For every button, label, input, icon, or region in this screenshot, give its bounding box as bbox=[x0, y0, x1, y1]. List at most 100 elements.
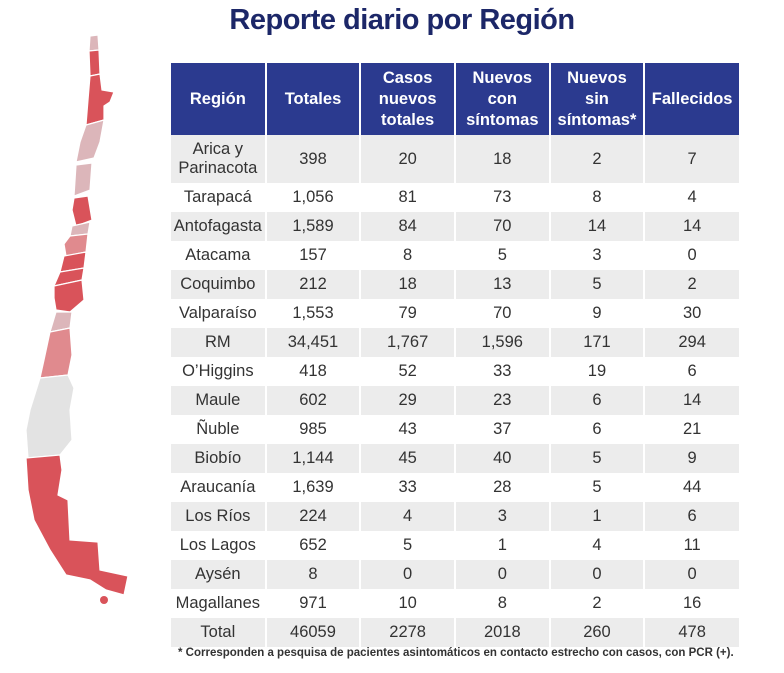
table-header-row: Región Totales Casos nuevos totales Nuevos … bbox=[171, 63, 739, 135]
region-name-cell: Atacama bbox=[185, 246, 251, 264]
value-cell: 224 bbox=[264, 502, 361, 531]
table-row: Tarapacá 1,056 81 73 8 4 bbox=[171, 183, 739, 212]
value-cell: 46059 bbox=[264, 618, 361, 647]
value-cell: 18 bbox=[453, 135, 550, 183]
region-name-cell: Maule bbox=[171, 386, 266, 415]
table-row: RM 34,451 1,767 1,596 171 294 bbox=[171, 328, 739, 357]
region-name-cell: O’Higgins bbox=[182, 362, 254, 380]
value-cell: 294 bbox=[643, 328, 739, 357]
value-cell: 5 bbox=[548, 270, 645, 299]
value-cell: 3 bbox=[453, 502, 550, 531]
region-name-cell: Magallanes bbox=[175, 594, 261, 612]
value-cell: 157 bbox=[264, 241, 361, 270]
value-cell: 0 bbox=[643, 560, 739, 589]
table-row: Magallanes 971 10 8 2 16 bbox=[171, 589, 739, 618]
value-cell: 29 bbox=[359, 386, 455, 415]
region-name-cell: Arica y Parinacota bbox=[171, 135, 266, 183]
value-cell: 9 bbox=[643, 444, 739, 473]
value-cell: 0 bbox=[453, 560, 550, 589]
value-cell: 81 bbox=[359, 183, 455, 212]
value-cell: 13 bbox=[453, 270, 550, 299]
value-cell: 8 bbox=[453, 589, 550, 618]
map-region-biobio bbox=[53, 279, 85, 313]
region-name-cell: Valparaíso bbox=[178, 304, 257, 322]
value-cell: 11 bbox=[643, 531, 739, 560]
value-cell: 212 bbox=[264, 270, 361, 299]
value-cell: 45 bbox=[359, 444, 455, 473]
value-cell: 6 bbox=[643, 357, 739, 386]
column-header: Nuevos con síntomas bbox=[453, 63, 550, 135]
column-header: Totales bbox=[264, 63, 361, 135]
value-cell: 6 bbox=[548, 386, 645, 415]
value-cell: 5 bbox=[359, 531, 455, 560]
map-region-valparaiso bbox=[71, 195, 93, 227]
map-region-coquimbo bbox=[73, 162, 93, 197]
map-region-antofagasta bbox=[85, 73, 115, 126]
value-cell: 1 bbox=[548, 502, 645, 531]
region-name-cell: Los Ríos bbox=[171, 502, 266, 531]
region-name-cell: Ñuble bbox=[196, 420, 240, 438]
region-name-cell: Antofagasta bbox=[171, 212, 266, 241]
value-cell: 28 bbox=[453, 473, 550, 502]
value-cell: 3 bbox=[548, 241, 645, 270]
map-region-aysen bbox=[25, 374, 75, 459]
value-cell: 8 bbox=[359, 241, 455, 270]
value-cell: 14 bbox=[643, 386, 739, 415]
value-cell: 5 bbox=[453, 241, 550, 270]
value-cell: 20 bbox=[359, 135, 455, 183]
value-cell: 1,589 bbox=[264, 212, 361, 241]
value-cell: 0 bbox=[359, 560, 455, 589]
table-row: Coquimbo 212 18 13 5 2 bbox=[171, 270, 739, 299]
value-cell: 37 bbox=[453, 415, 550, 444]
value-cell: 1,767 bbox=[359, 328, 455, 357]
value-cell: 43 bbox=[359, 415, 455, 444]
column-header: Región bbox=[171, 63, 266, 135]
value-cell: 18 bbox=[359, 270, 455, 299]
value-cell: 0 bbox=[643, 241, 739, 270]
value-cell: 1,639 bbox=[264, 473, 361, 502]
table-row: O’Higgins 418 52 33 19 6 bbox=[171, 357, 739, 386]
value-cell: 2 bbox=[548, 135, 645, 183]
value-cell: 73 bbox=[453, 183, 550, 212]
table-row: Maule 602 29 23 6 14 bbox=[171, 386, 739, 415]
value-cell: 6 bbox=[548, 415, 645, 444]
value-cell: 4 bbox=[359, 502, 455, 531]
chile-region-map bbox=[25, 34, 129, 604]
map-region-tarapaca bbox=[88, 49, 101, 77]
map-region-atacama bbox=[75, 119, 105, 163]
value-cell: 33 bbox=[453, 357, 550, 386]
value-cell: 1,553 bbox=[264, 299, 361, 328]
table-row: Biobío 1,144 45 40 5 9 bbox=[171, 444, 739, 473]
value-cell: 14 bbox=[548, 212, 645, 241]
table-row: Los Lagos 652 5 1 4 11 bbox=[171, 531, 739, 560]
value-cell: 2018 bbox=[453, 618, 550, 647]
value-cell: 2278 bbox=[359, 618, 455, 647]
value-cell: 6 bbox=[643, 502, 739, 531]
region-name-cell: Tarapacá bbox=[183, 188, 252, 206]
value-cell: 171 bbox=[548, 328, 645, 357]
table-row: Ñuble 985 43 37 6 21 bbox=[171, 415, 739, 444]
region-report-table: Región Totales Casos nuevos totales Nuevos … bbox=[171, 63, 739, 647]
value-cell: 79 bbox=[359, 299, 455, 328]
value-cell: 8 bbox=[548, 183, 645, 212]
value-cell: 1,056 bbox=[264, 183, 361, 212]
region-name-cell: Total bbox=[171, 618, 266, 647]
column-header: Casos nuevos totales bbox=[359, 63, 455, 135]
page-title: Reporte diario por Región bbox=[229, 4, 575, 36]
value-cell: 602 bbox=[264, 386, 361, 415]
footnote: * Corresponden a pesquisa de pacientes a… bbox=[178, 647, 734, 659]
value-cell: 4 bbox=[643, 183, 739, 212]
value-cell: 2 bbox=[643, 270, 739, 299]
value-cell: 30 bbox=[643, 299, 739, 328]
value-cell: 19 bbox=[548, 357, 645, 386]
region-name-cell: Coquimbo bbox=[171, 270, 266, 299]
table-row: Arica y Parinacota 398 20 18 2 7 bbox=[171, 135, 739, 183]
value-cell: 8 bbox=[264, 560, 361, 589]
value-cell: 4 bbox=[548, 531, 645, 560]
value-cell: 2 bbox=[548, 589, 645, 618]
value-cell: 21 bbox=[643, 415, 739, 444]
column-header: Fallecidos bbox=[643, 63, 739, 135]
value-cell: 398 bbox=[264, 135, 361, 183]
value-cell: 5 bbox=[548, 444, 645, 473]
value-cell: 10 bbox=[359, 589, 455, 618]
